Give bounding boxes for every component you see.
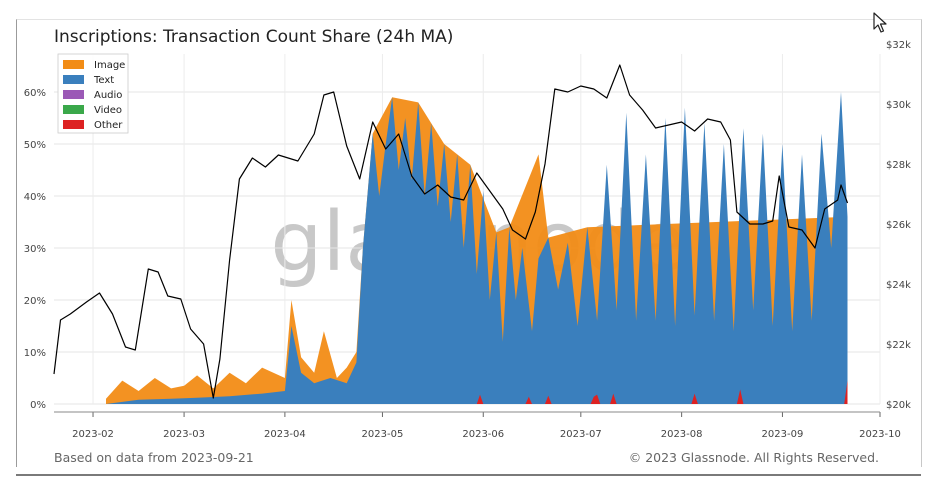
x-tick-label: 2023-03 — [163, 429, 205, 440]
x-tick-label: 2023-09 — [762, 429, 804, 440]
legend-label: Video — [94, 105, 122, 116]
area-series — [106, 92, 848, 404]
y-left-tick-label: 50% — [24, 140, 46, 151]
legend-label: Audio — [94, 90, 122, 101]
legend-swatch — [63, 120, 84, 129]
text-share-area — [106, 92, 848, 404]
y-right-tick-label: $32k — [886, 40, 911, 51]
legend-swatch — [63, 75, 84, 84]
y-left-tick-label: 30% — [24, 244, 46, 255]
legend: Image Text Audio Video Other — [57, 53, 129, 134]
y-left-tick-label: 40% — [24, 192, 46, 203]
y-right-tick-label: $24k — [886, 280, 911, 291]
price-series — [53, 64, 849, 399]
y-right-tick-label: $20k — [886, 400, 911, 411]
legend-label: Text — [93, 75, 114, 86]
legend-swatch — [63, 90, 84, 99]
x-tick-label: 2023-10 — [859, 429, 901, 440]
x-tick-label: 2023-06 — [462, 429, 504, 440]
y-left-tick-label: 0% — [30, 400, 46, 411]
y-right-tick-label: $26k — [886, 220, 911, 231]
y-left-tick-label: 60% — [24, 88, 46, 99]
x-tick-label: 2023-08 — [661, 429, 703, 440]
legend-label: Image — [94, 60, 125, 71]
x-tick-label: 2023-05 — [362, 429, 404, 440]
legend-label: Other — [94, 120, 123, 131]
chart-title: Inscriptions: Transaction Count Share (2… — [54, 27, 454, 47]
legend-swatch — [63, 60, 84, 69]
copyright-note: © 2023 Glassnode. All Rights Reserved. — [628, 450, 879, 465]
axes: 0% 10% 20% 30% 40% 50% 60% $20k $22k $24k $26k $28k… — [24, 40, 911, 440]
data-source-note: Based on data from 2023-09-21 — [54, 450, 254, 465]
mouse-cursor-icon — [873, 12, 887, 33]
y-left-tick-label: 10% — [24, 348, 46, 359]
y-right-tick-label: $28k — [886, 160, 911, 171]
x-tick-label: 2023-07 — [560, 429, 602, 440]
y-right-tick-label: $22k — [886, 340, 911, 351]
card-divider — [16, 474, 921, 476]
legend-swatch — [63, 105, 84, 114]
x-tick-label: 2023-02 — [72, 429, 114, 440]
x-tick-label: 2023-04 — [264, 429, 306, 440]
y-left-tick-label: 20% — [24, 296, 46, 307]
y-right-tick-label: $30k — [886, 100, 911, 111]
btc-price-line — [53, 64, 849, 399]
